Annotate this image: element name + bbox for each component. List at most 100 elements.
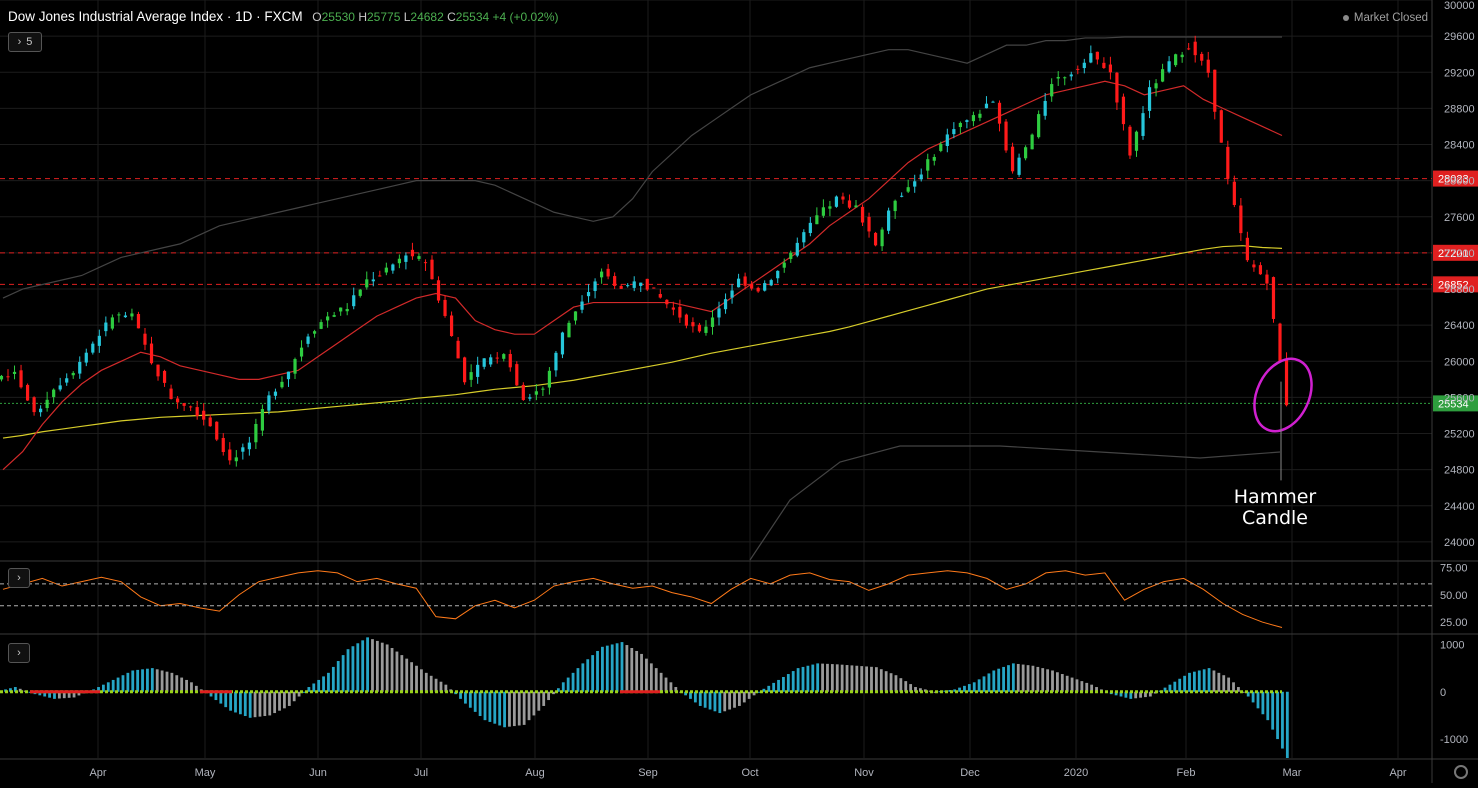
macd-histogram-bar (464, 691, 467, 704)
macd-histogram-bar (331, 666, 335, 692)
macd-histogram-bar (1041, 668, 1045, 692)
macd-histogram-bar (175, 675, 179, 692)
candle-body (560, 332, 565, 355)
macd-histogram-bar (742, 691, 746, 703)
macd-histogram-bar (865, 666, 868, 692)
candle-body (1063, 77, 1067, 79)
macd-histogram-bar (982, 676, 986, 692)
macd-histogram-bar (1036, 666, 1040, 692)
symbol-title[interactable]: Dow Jones Industrial Average Index · 1D … (8, 9, 303, 24)
macd-histogram-bar (424, 672, 428, 692)
macd-pane-toggle-button[interactable]: › (8, 643, 30, 663)
candle-body (965, 120, 969, 122)
macd-histogram-bar (909, 684, 913, 692)
macd-histogram-bar (811, 664, 815, 692)
indicators-toggle-button[interactable]: › 5 (8, 32, 42, 52)
annotation-line-2: Candle (1242, 507, 1308, 529)
candle-body (586, 292, 591, 297)
hammer-highlight-ellipse (1253, 357, 1313, 433)
macd-histogram-bar (400, 655, 404, 692)
rsi-pane-toggle-button[interactable]: › (8, 568, 30, 588)
candle-body (1284, 359, 1289, 406)
candle-body (1265, 274, 1269, 284)
macd-histogram-bar (1212, 670, 1216, 692)
macd-histogram-bar (723, 691, 727, 712)
candle-body (534, 391, 538, 395)
ma200-line (2, 245, 1283, 439)
candle-body (358, 289, 362, 296)
macd-histogram-bar (757, 691, 761, 693)
candle-body (371, 279, 375, 282)
candle-body (971, 115, 976, 122)
price-axis-tick: 28800 (1444, 103, 1475, 115)
macd-histogram-bar (146, 668, 149, 692)
candle-body (613, 276, 617, 286)
candle-body (71, 372, 75, 376)
macd-histogram-bar (1065, 675, 1069, 692)
macd-histogram-bar (488, 691, 492, 722)
candle-body (32, 397, 36, 413)
macd-histogram-bar (1173, 681, 1177, 692)
candle-body (1043, 100, 1047, 116)
candle-body (593, 281, 597, 291)
candle-body (1115, 72, 1119, 103)
macd-histogram-bar (439, 681, 443, 692)
candle-body (1017, 157, 1021, 175)
settings-gear-icon[interactable] (1454, 765, 1468, 779)
macd-histogram-bar (341, 655, 345, 692)
time-axis-tick: Oct (741, 767, 758, 779)
macd-histogram-bar (194, 685, 198, 692)
candle-body (684, 314, 688, 326)
candle-body (1121, 96, 1126, 125)
macd-histogram-bar (1261, 691, 1265, 715)
candle-body (397, 258, 401, 264)
macd-histogram-bar (801, 666, 805, 692)
macd-histogram-bar (517, 691, 521, 726)
price-level-badge (1433, 170, 1478, 187)
candle-body (1167, 61, 1171, 72)
chevron-right-icon: › (17, 647, 21, 659)
macd-histogram-bar (816, 663, 820, 692)
candle-body (1004, 121, 1008, 151)
macd-histogram-bar (1266, 691, 1270, 721)
candle-body (893, 200, 897, 212)
macd-histogram-bar (713, 691, 717, 712)
macd-histogram-bar (997, 668, 1001, 692)
candle-body (123, 315, 128, 318)
candle-body (1232, 181, 1236, 205)
macd-histogram-bar (1002, 666, 1005, 692)
macd-histogram-bar (1046, 669, 1050, 692)
macd-histogram-bar (150, 668, 154, 692)
candle-body (1258, 265, 1263, 275)
candle-body (58, 385, 62, 390)
macd-histogram-bar (1080, 681, 1084, 692)
macd-histogram-bar (1217, 672, 1221, 692)
candle-body (286, 371, 291, 380)
candle-body (626, 285, 630, 287)
price-level-label: 25534 (1438, 398, 1469, 410)
macd-histogram-bar (160, 670, 164, 692)
macd-histogram-bar (317, 679, 321, 692)
macd-axis-tick: 0 (1440, 687, 1446, 699)
candle-body (1089, 53, 1093, 63)
macd-axis-tick: -1000 (1440, 734, 1468, 746)
macd-histogram-bar (483, 691, 487, 721)
macd-histogram-bar (1011, 663, 1015, 692)
candle-body (1245, 237, 1249, 261)
macd-axis-tick: 1000 (1440, 639, 1464, 651)
price-axis-tick: 30000 (1444, 0, 1475, 12)
candle-body (234, 457, 238, 462)
macd-histogram-bar (1134, 691, 1138, 699)
candle-body (736, 278, 741, 288)
price-axis-tick: 27200 (1444, 248, 1475, 260)
macd-histogram-bar (170, 672, 174, 692)
macd-histogram-bar (659, 672, 663, 692)
candle-body (352, 295, 356, 307)
price-axis-tick: 29600 (1444, 31, 1475, 43)
candle-body (117, 314, 121, 316)
macd-histogram-bar (136, 669, 140, 692)
candle-body (319, 322, 323, 329)
macd-histogram-bar (552, 691, 555, 695)
